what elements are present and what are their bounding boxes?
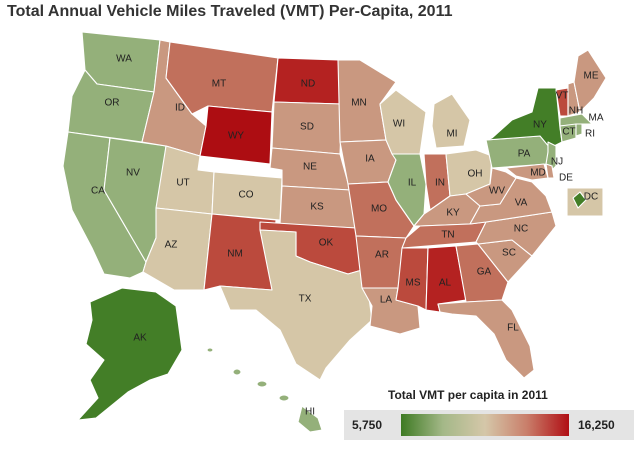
state-ME[interactable] [573, 49, 607, 113]
label-RI: RI [585, 129, 595, 140]
label-WV: WV [489, 186, 505, 197]
label-KY: KY [446, 208, 460, 219]
label-NJ: NJ [551, 157, 563, 168]
label-NV: NV [126, 168, 140, 179]
label-MT: MT [212, 79, 226, 90]
state-FL[interactable] [437, 299, 535, 379]
label-FL: FL [507, 323, 519, 334]
label-MD: MD [530, 168, 546, 179]
label-VT: VT [556, 91, 569, 102]
label-SD: SD [300, 122, 314, 133]
label-NC: NC [514, 224, 528, 235]
label-WI: WI [393, 119, 405, 130]
label-AZ: AZ [165, 240, 178, 251]
hawaii-island-niihau[interactable] [206, 347, 214, 353]
label-MI: MI [446, 129, 457, 140]
label-CO: CO [239, 190, 254, 201]
label-OK: OK [319, 238, 334, 249]
label-UT: UT [176, 178, 189, 189]
label-GA: GA [477, 267, 492, 278]
label-OH: OH [468, 169, 483, 180]
label-CA: CA [91, 186, 105, 197]
state-WV[interactable] [465, 167, 517, 207]
label-ID: ID [175, 103, 185, 114]
label-MA: MA [589, 113, 604, 124]
state-labels: WA OR CA NV ID MT WY UT CO AZ NM ND SD N… [91, 54, 604, 418]
state-HI[interactable] [297, 405, 323, 433]
label-DE: DE [559, 173, 573, 184]
label-KS: KS [310, 202, 324, 213]
label-ND: ND [301, 79, 315, 90]
label-WA: WA [116, 54, 132, 65]
legend-color-ramp [401, 414, 569, 436]
label-DC: DC [584, 192, 598, 203]
label-LA: LA [380, 295, 393, 306]
label-MN: MN [351, 98, 367, 109]
label-TN: TN [441, 230, 454, 241]
legend-title: Total VMT per capita in 2011 [388, 388, 548, 402]
state-AK[interactable] [77, 287, 183, 421]
hawaii-island-maui[interactable] [278, 394, 290, 402]
label-VA: VA [515, 198, 528, 209]
state-WY[interactable] [199, 105, 273, 165]
label-NH: NH [569, 106, 583, 117]
label-HI: HI [305, 407, 315, 418]
legend-max-label: 16,250 [578, 418, 615, 432]
legend-min-label: 5,750 [352, 418, 383, 432]
state-MA[interactable] [559, 113, 593, 127]
label-IN: IN [435, 178, 445, 189]
state-MI[interactable] [431, 93, 471, 149]
label-NM: NM [227, 249, 243, 260]
label-PA: PA [518, 149, 531, 160]
hawaii-island-kauai[interactable] [232, 368, 242, 376]
state-GA[interactable] [455, 243, 509, 303]
label-AL: AL [439, 278, 452, 289]
label-OR: OR [105, 98, 120, 109]
label-ME: ME [584, 71, 599, 82]
label-TX: TX [299, 294, 312, 305]
hawaii-island-oahu[interactable] [256, 380, 268, 388]
label-AR: AR [375, 250, 389, 261]
label-MO: MO [371, 204, 387, 215]
state-DC[interactable] [572, 191, 587, 209]
label-NE: NE [303, 162, 317, 173]
state-MD[interactable] [505, 163, 549, 181]
state-TX[interactable] [219, 229, 373, 381]
dc-inset-box [566, 187, 604, 217]
label-MS: MS [406, 278, 421, 289]
label-IA: IA [365, 154, 375, 165]
state-DE[interactable] [545, 163, 555, 179]
state-RI[interactable] [575, 123, 583, 137]
state-CT[interactable] [559, 123, 577, 143]
label-SC: SC [502, 248, 516, 259]
label-IL: IL [408, 178, 417, 189]
label-CT: CT [562, 127, 575, 138]
label-AK: AK [133, 333, 147, 344]
label-NY: NY [533, 120, 547, 131]
label-WY: WY [228, 131, 244, 142]
map-title: Total Annual Vehicle Miles Traveled (VMT… [7, 3, 453, 20]
